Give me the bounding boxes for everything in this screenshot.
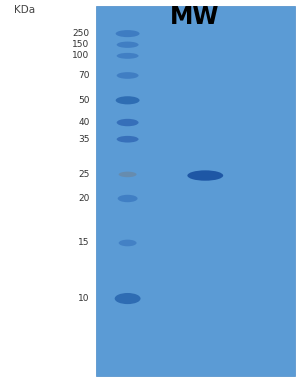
Text: MW: MW — [170, 5, 219, 29]
Ellipse shape — [117, 53, 139, 59]
Ellipse shape — [117, 72, 139, 79]
Ellipse shape — [187, 170, 223, 181]
Ellipse shape — [115, 293, 140, 304]
Text: KDa: KDa — [14, 5, 35, 15]
Text: 40: 40 — [78, 118, 90, 127]
Text: 150: 150 — [72, 40, 90, 49]
Text: 20: 20 — [78, 194, 90, 203]
Ellipse shape — [117, 119, 139, 126]
Text: 250: 250 — [73, 29, 90, 38]
Text: 10: 10 — [78, 294, 90, 303]
Text: 15: 15 — [78, 239, 90, 248]
Ellipse shape — [119, 240, 136, 246]
Text: 35: 35 — [78, 135, 90, 144]
Ellipse shape — [117, 42, 139, 48]
Text: 100: 100 — [72, 51, 90, 61]
Ellipse shape — [118, 195, 138, 202]
Ellipse shape — [119, 171, 136, 177]
FancyBboxPatch shape — [96, 6, 295, 376]
Text: 25: 25 — [78, 170, 90, 179]
Ellipse shape — [117, 136, 139, 142]
Ellipse shape — [116, 96, 140, 104]
Ellipse shape — [116, 30, 140, 37]
Text: 70: 70 — [78, 71, 90, 80]
Text: 50: 50 — [78, 96, 90, 105]
